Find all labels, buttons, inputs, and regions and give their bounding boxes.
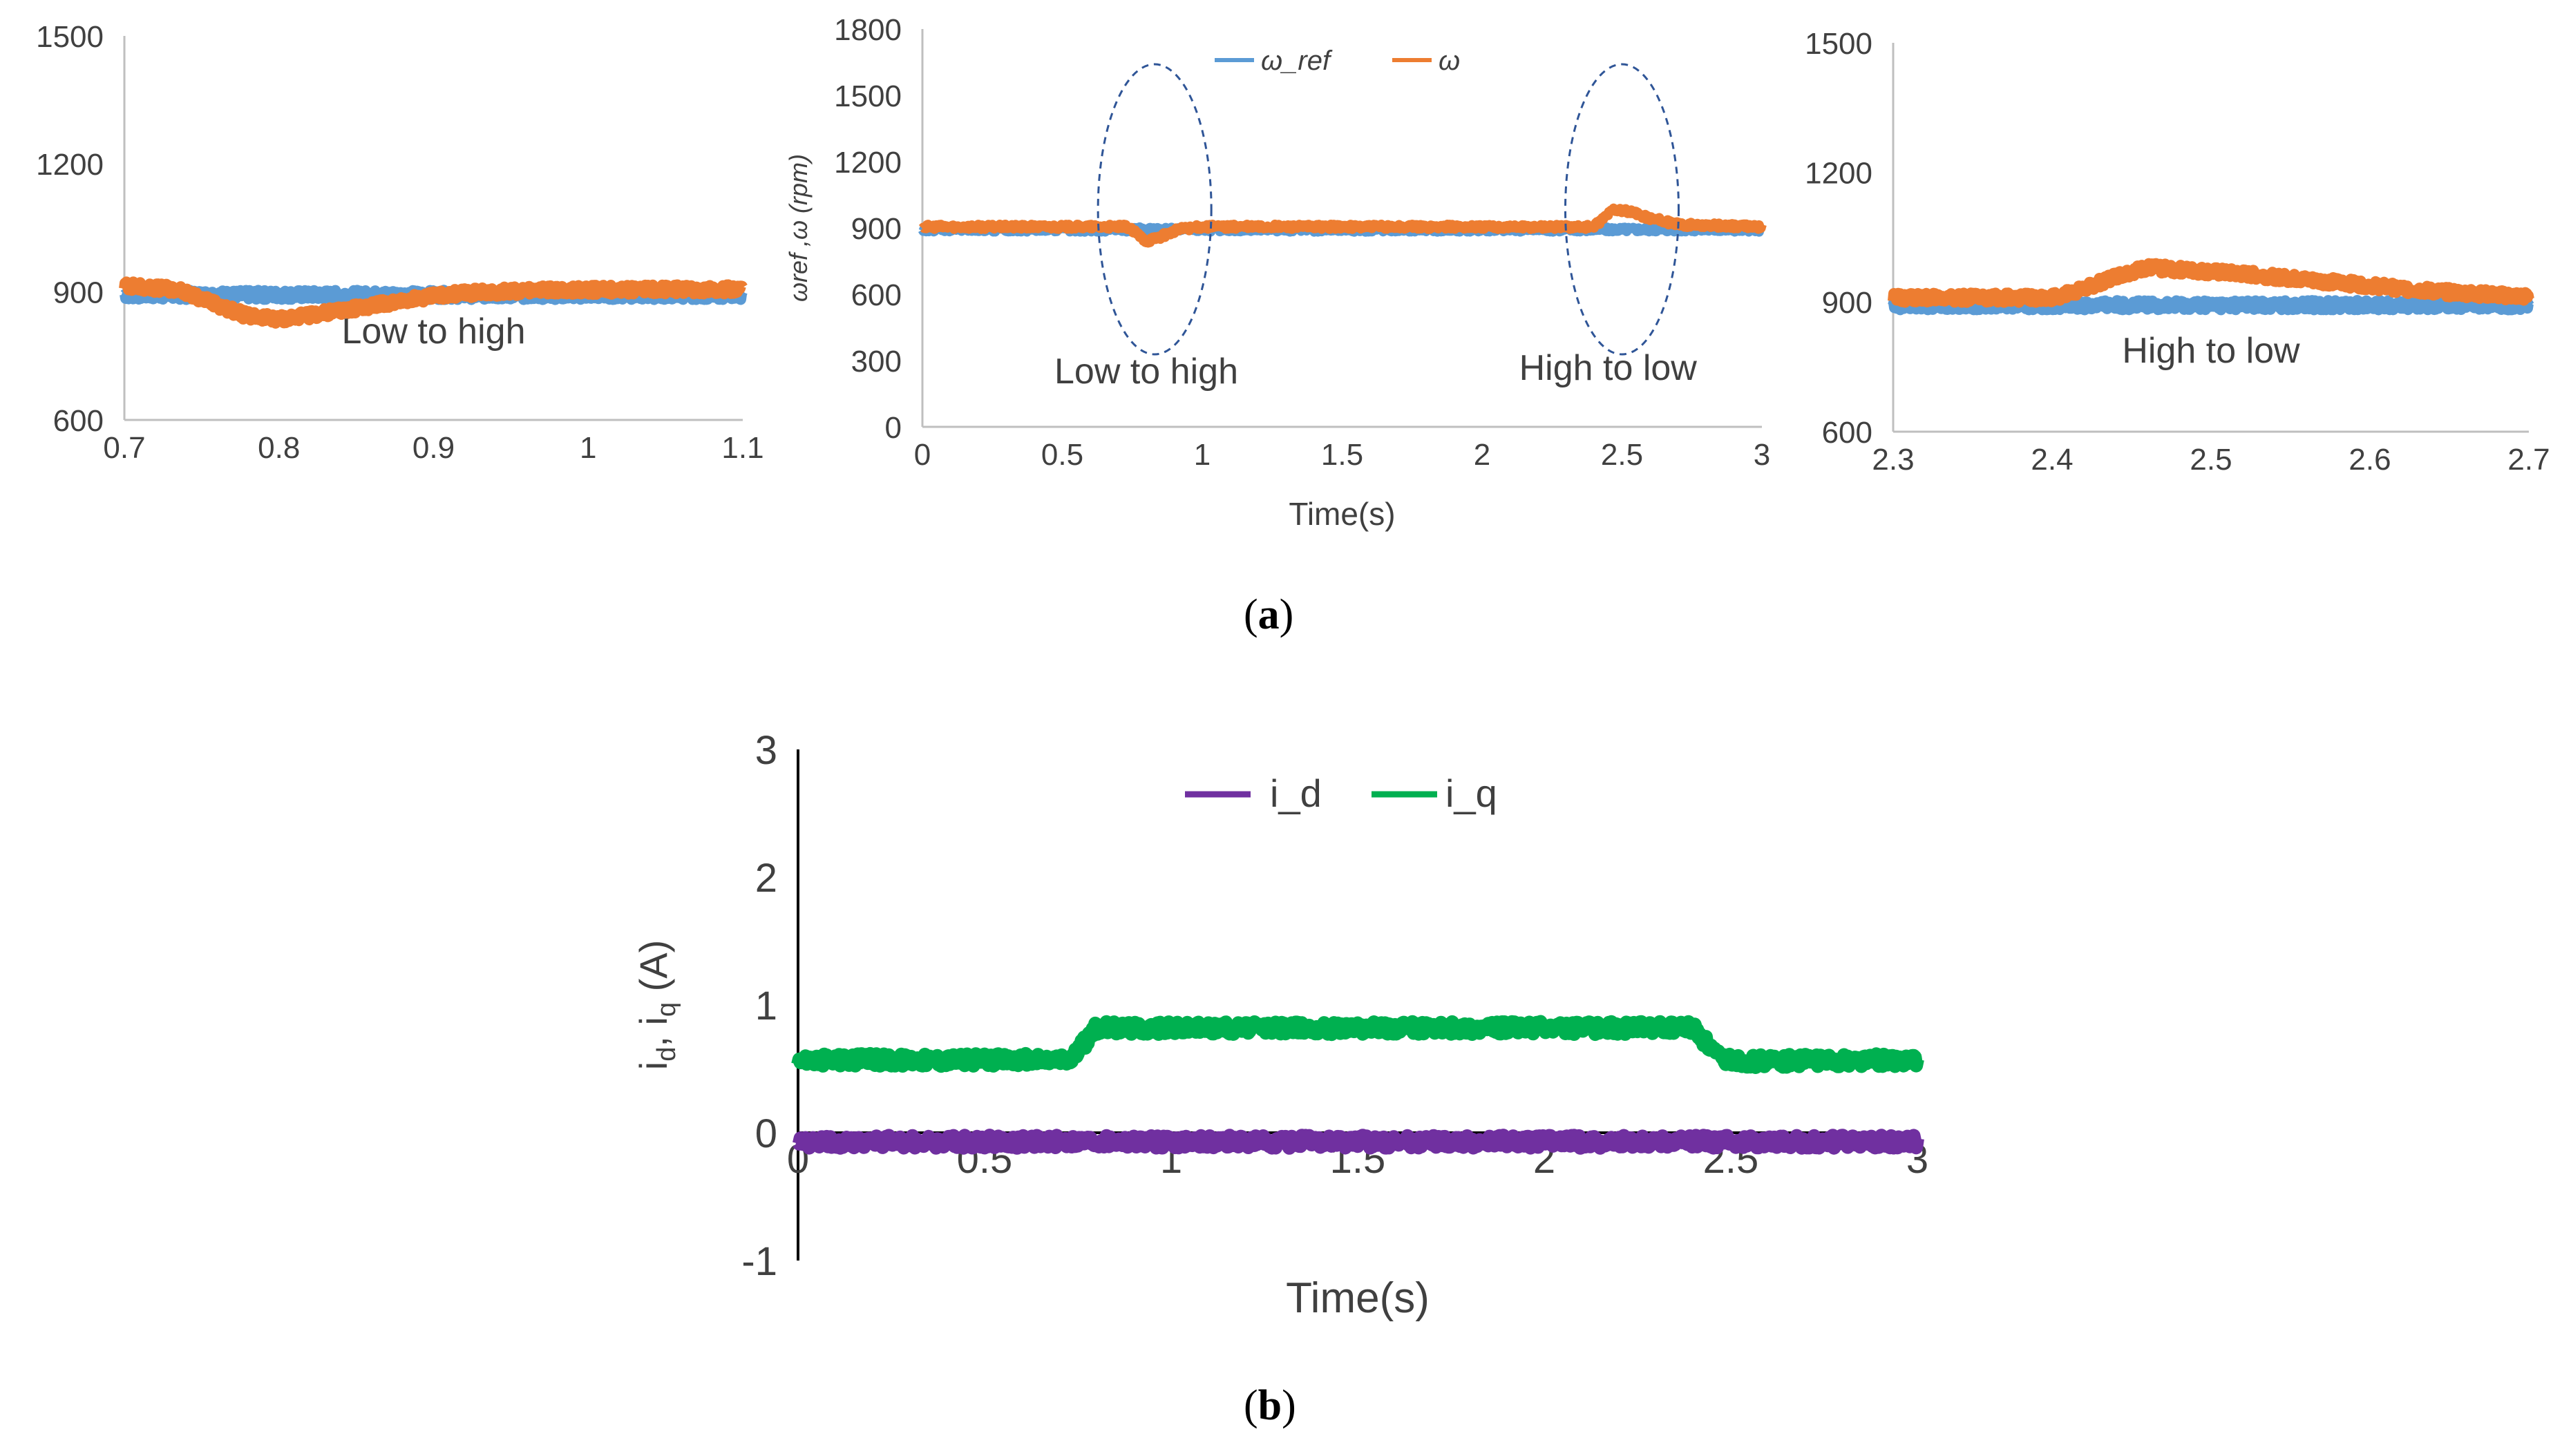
legend-label-i-q: i_q <box>1445 772 1497 815</box>
series-line-i_q <box>791 1015 1924 1074</box>
chart-zoom-high-to-low: 600 900 1200 1500 2.3 2.4 2.5 2.6 2.7 High to low <box>1805 27 2550 477</box>
caption-b-letter: b <box>1258 1382 1282 1429</box>
y-axis-label-part: d <box>652 1047 681 1062</box>
y-axis-label-part: q <box>652 1002 681 1017</box>
x-tick-label: 2.3 <box>1872 443 1914 477</box>
x-tick-label: 0.5 <box>1041 438 1083 472</box>
y-tick-label: 1200 <box>36 148 104 182</box>
annotation-high-to-low: High to low <box>1519 348 1698 388</box>
y-tick-label: 2 <box>755 856 777 901</box>
x-tick-label: 3 <box>1754 438 1770 472</box>
legend-label-omega: ω <box>1439 46 1460 76</box>
y-tick-label: 3 <box>755 728 777 773</box>
x-tick-label: 0.8 <box>258 431 300 465</box>
y-axis-label-part: i <box>632 1062 675 1070</box>
legend: ω_ref ω <box>1215 46 1460 76</box>
y-axis-label: id, iq (A) <box>632 940 681 1071</box>
caption-a-close: ) <box>1279 591 1294 638</box>
caption-b-open: ( <box>1244 1382 1258 1429</box>
series-line-w <box>918 203 1767 248</box>
annotation-label: High to low <box>2122 331 2300 371</box>
y-tick-label: 0 <box>885 411 902 445</box>
chart-zoom-low-to-high: 600 900 1200 1500 0.7 0.8 0.9 1 1.1 Low to high <box>36 20 763 465</box>
x-tick-label: 0.9 <box>412 431 455 465</box>
legend: i_d i_q <box>1185 772 1497 815</box>
annotation-low-to-high: Low to high <box>1054 352 1238 392</box>
highlight-ellipse-high-to-low <box>1564 63 1680 356</box>
y-tick-label: 600 <box>53 404 104 438</box>
x-tick-label: 2.4 <box>2031 443 2073 477</box>
x-tick-label: 1 <box>1194 438 1211 472</box>
x-tick-label: 1.5 <box>1321 438 1363 472</box>
y-tick-label: 1500 <box>1805 27 1872 61</box>
y-tick-label: 900 <box>851 212 902 246</box>
series-line-w <box>119 276 748 329</box>
x-tick-label: 2.5 <box>2190 443 2232 477</box>
y-tick-label: 900 <box>53 276 104 310</box>
y-tick-label: 600 <box>1822 416 1872 450</box>
legend-label-i-d: i_d <box>1270 772 1322 815</box>
x-tick-label: 2.6 <box>2348 443 2391 477</box>
x-tick-label: 0 <box>914 438 931 472</box>
annotation-label: Low to high <box>342 312 526 352</box>
legend-label-omega-ref: ω_ref <box>1261 46 1333 76</box>
caption-a-letter: a <box>1258 591 1280 638</box>
y-axis-label-part: (A) <box>632 940 675 1002</box>
y-tick-label: 300 <box>851 345 902 379</box>
series-line-i_d <box>792 1129 1924 1155</box>
series-line-w <box>1888 258 2534 308</box>
y-tick-label: 1200 <box>1805 157 1872 191</box>
x-axis-label: Time(s) <box>1289 496 1395 532</box>
caption-b-close: ) <box>1282 1382 1296 1429</box>
y-tick-label: 1200 <box>834 146 902 180</box>
y-tick-label: 1 <box>755 984 777 1028</box>
x-tick-label: 0.7 <box>103 431 145 465</box>
y-tick-label: 900 <box>1822 286 1872 320</box>
y-tick-label: 0 <box>755 1111 777 1156</box>
y-axis-label-part: , i <box>632 1017 675 1047</box>
x-tick-label: 2.5 <box>1601 438 1643 472</box>
y-tick-label: 1800 <box>834 13 902 47</box>
y-tick-label: 1500 <box>36 20 104 54</box>
highlight-ellipse-low-to-high <box>1097 63 1213 356</box>
x-tick-label: 2 <box>1474 438 1490 472</box>
y-tick-label: 1500 <box>834 79 902 113</box>
x-tick-label: 1 <box>580 431 596 465</box>
x-tick-label: 1.1 <box>721 431 763 465</box>
x-tick-label: 2.7 <box>2507 443 2550 477</box>
y-axis-label: ωref ,ω (rpm) <box>784 154 813 302</box>
caption-a-open: ( <box>1244 591 1258 638</box>
y-tick-label: -1 <box>741 1239 777 1284</box>
y-tick-label: 600 <box>851 278 902 312</box>
caption-a: (a) <box>1244 591 1293 640</box>
chart-speed-response: 0 300 600 900 1200 1500 1800 0 0.5 1 1.5 2 2.5 3 Time(… <box>784 13 1770 532</box>
x-axis-label: Time(s) <box>1286 1274 1430 1322</box>
caption-b: (b) <box>1244 1381 1296 1430</box>
